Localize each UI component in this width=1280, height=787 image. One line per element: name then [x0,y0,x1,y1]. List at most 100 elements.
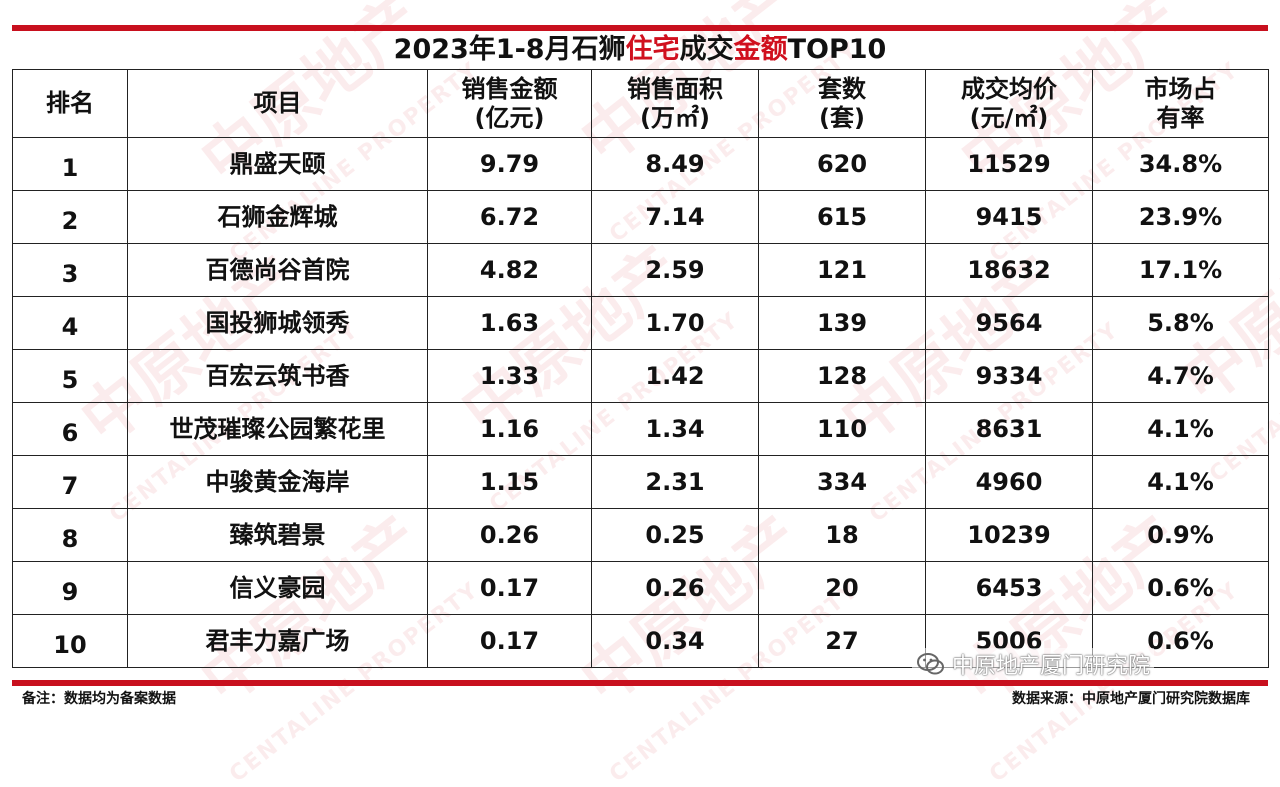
cell-rank: 3 [12,243,128,297]
cell-amount: 1.15 [427,455,592,509]
cell-units: 110 [758,402,926,456]
cell-price: 9564 [925,296,1093,350]
cell-rank: 6 [12,402,128,456]
cell-amount: 0.17 [427,614,592,668]
cell-units: 615 [758,190,926,244]
cell-area: 2.59 [591,243,759,297]
cell-price: 9415 [925,190,1093,244]
bottom-red-rule [12,680,1268,686]
cell-share: 0.9% [1092,508,1269,562]
cell-share: 4.7% [1092,349,1269,403]
cell-area: 0.25 [591,508,759,562]
footer-note: 备注：数据均为备案数据 [22,691,176,707]
cell-price: 8631 [925,402,1093,456]
table-row: 9 信义豪园 0.17 0.26 20 6453 0.6% [12,561,1269,615]
cell-units: 334 [758,455,926,509]
table-row: 2 石狮金辉城 6.72 7.14 615 9415 23.9% [12,190,1269,244]
cell-rank: 5 [12,349,128,403]
cell-area: 0.34 [591,614,759,668]
cell-share: 0.6% [1092,561,1269,615]
cell-amount: 1.63 [427,296,592,350]
cell-amount: 9.79 [427,137,592,191]
table-header-row: 排名 项目 销售金额 (亿元) 销售面积 (万㎡) 套数 (套) 成交均价 (元/㎡) … [12,69,1269,138]
cell-project: 君丰力嘉广场 [127,614,428,668]
table-row: 6 世茂璀璨公园繁花里 1.16 1.34 110 8631 4.1% [12,402,1269,456]
header-units: 套数 (套) [758,69,926,138]
cell-amount: 1.33 [427,349,592,403]
cell-area: 2.31 [591,455,759,509]
title-part: TOP10 [787,34,887,65]
ranking-table: 排名 项目 销售金额 (亿元) 销售面积 (万㎡) 套数 (套) 成交均价 (元/㎡) … [12,69,1269,668]
cell-price: 11529 [925,137,1093,191]
cell-units: 27 [758,614,926,668]
cell-rank: 7 [12,455,128,509]
cell-amount: 0.17 [427,561,592,615]
cell-amount: 1.16 [427,402,592,456]
table-row: 7 中骏黄金海岸 1.15 2.31 334 4960 4.1% [12,455,1269,509]
cell-share: 23.9% [1092,190,1269,244]
cell-project: 世茂璀璨公园繁花里 [127,402,428,456]
slide: 中原地产 CENTALINE PROPERTY 中原地产 CENTALINE PROP… [12,0,1280,787]
cell-rank: 8 [12,508,128,562]
header-area: 销售面积 (万㎡) [591,69,759,138]
cell-share: 34.8% [1092,137,1269,191]
top-red-rule [12,25,1268,31]
wechat-label: 中原地产厦门研究院 [952,654,1151,679]
cell-area: 1.42 [591,349,759,403]
cell-rank: 2 [12,190,128,244]
cell-project: 国投狮城领秀 [127,296,428,350]
cell-area: 7.14 [591,190,759,244]
cell-project: 信义豪园 [127,561,428,615]
header-rank: 排名 [12,69,128,138]
header-project: 项目 [127,69,428,138]
table-row: 1 鼎盛天颐 9.79 8.49 620 11529 34.8% [12,137,1269,191]
cell-units: 620 [758,137,926,191]
footer-source: 数据来源：中原地产厦门研究院数据库 [1012,691,1250,707]
header-amount: 销售金额 (亿元) [427,69,592,138]
cell-area: 1.34 [591,402,759,456]
cell-project: 石狮金辉城 [127,190,428,244]
wechat-account-badge: 中原地产厦门研究院 [912,648,1155,680]
cell-rank: 1 [12,137,128,191]
table-row: 3 百德尚谷首院 4.82 2.59 121 18632 17.1% [12,243,1269,297]
cell-units: 128 [758,349,926,403]
title-highlight: 金额 [733,34,788,65]
cell-rank: 10 [12,614,128,668]
cell-project: 中骏黄金海岸 [127,455,428,509]
wechat-icon [917,653,944,675]
cell-price: 10239 [925,508,1093,562]
cell-share: 4.1% [1092,402,1269,456]
cell-share: 4.1% [1092,455,1269,509]
title-part: 2023年1-8月石狮 [393,34,626,65]
cell-project: 百宏云筑书香 [127,349,428,403]
cell-amount: 4.82 [427,243,592,297]
cell-units: 121 [758,243,926,297]
cell-units: 139 [758,296,926,350]
header-share: 市场占 有率 [1092,69,1269,138]
table-row: 5 百宏云筑书香 1.33 1.42 128 9334 4.7% [12,349,1269,403]
cell-rank: 4 [12,296,128,350]
cell-share: 5.8% [1092,296,1269,350]
page-title: 2023年1-8月石狮住宅成交金额TOP10 [12,31,1268,69]
cell-price: 9334 [925,349,1093,403]
cell-amount: 6.72 [427,190,592,244]
cell-project: 百德尚谷首院 [127,243,428,297]
header-price: 成交均价 (元/㎡) [925,69,1093,138]
cell-area: 1.70 [591,296,759,350]
cell-project: 臻筑碧景 [127,508,428,562]
cell-rank: 9 [12,561,128,615]
cell-price: 18632 [925,243,1093,297]
table-row: 8 臻筑碧景 0.26 0.25 18 10239 0.9% [12,508,1269,562]
title-part: 成交 [679,34,734,65]
table-body: 1 鼎盛天颐 9.79 8.49 620 11529 34.8% 2 石狮金辉城 6.72 7.14… [12,137,1269,668]
cell-project: 鼎盛天颐 [127,137,428,191]
table-row: 4 国投狮城领秀 1.63 1.70 139 9564 5.8% [12,296,1269,350]
cell-area: 0.26 [591,561,759,615]
cell-area: 8.49 [591,137,759,191]
title-highlight: 住宅 [625,34,680,65]
cell-price: 6453 [925,561,1093,615]
cell-share: 17.1% [1092,243,1269,297]
cell-units: 18 [758,508,926,562]
cell-amount: 0.26 [427,508,592,562]
cell-price: 4960 [925,455,1093,509]
